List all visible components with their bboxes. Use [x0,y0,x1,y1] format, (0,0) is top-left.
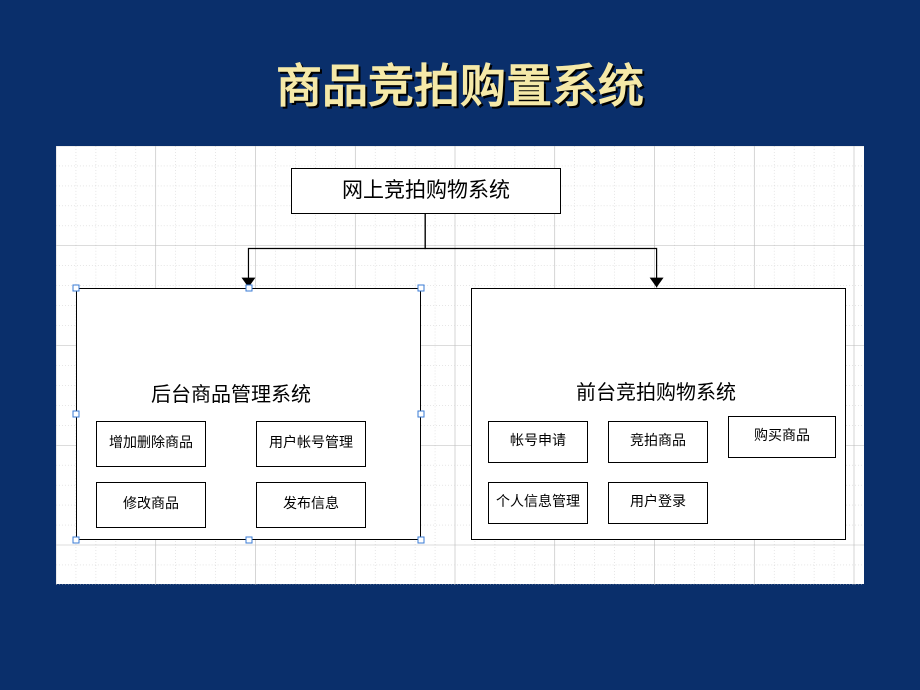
node-l3: 修改商品 [96,482,206,528]
node-r1-label: 帐号申请 [506,432,570,453]
node-r1: 帐号申请 [488,421,588,463]
node-r3-label: 购买商品 [750,427,814,448]
node-l4-label: 发布信息 [279,495,343,516]
node-r2: 竞拍商品 [608,421,708,463]
node-r3: 购买商品 [728,416,836,458]
node-r4: 个人信息管理 [488,482,588,524]
selection-handle[interactable] [73,285,80,292]
selection-handle[interactable] [418,411,425,418]
diagram-canvas: 网上竞拍购物系统增加删除商品 用户帐号管理修改商品 发布信息 帐号申请 竞拍商品 购买商品… [55,145,865,585]
node-r4-label: 个人信息管理 [492,493,584,514]
slide-title-front: 商品竞拍购置系统 [0,50,920,116]
selection-handle[interactable] [245,285,252,292]
node-l2-label: 用户帐号管理 [265,434,357,455]
subtitle-rightTitle: 前台竞拍购物系统 [576,376,736,405]
node-r5-label: 用户登录 [626,493,690,514]
node-root: 网上竞拍购物系统 [291,168,561,214]
node-l2: 用户帐号管理 [256,421,366,467]
selection-handle[interactable] [418,285,425,292]
selection-handle[interactable] [418,537,425,544]
node-r2-label: 竞拍商品 [626,432,690,453]
slide-title: 商品竞拍购置系统 商品竞拍购置系统 [0,50,920,116]
node-l1-label: 增加删除商品 [105,434,197,455]
selection-handle[interactable] [73,411,80,418]
selection-handle[interactable] [73,537,80,544]
node-l3-label: 修改商品 [119,495,183,516]
node-root-label: 网上竞拍购物系统 [338,176,514,205]
slide: 商品竞拍购置系统 商品竞拍购置系统 网上竞拍购物系统增加删除商品 用户帐号管理修改… [0,0,920,690]
node-r5: 用户登录 [608,482,708,524]
subtitle-leftTitle: 后台商品管理系统 [151,378,311,407]
selection-handle[interactable] [245,537,252,544]
node-l4: 发布信息 [256,482,366,528]
node-l1: 增加删除商品 [96,421,206,467]
